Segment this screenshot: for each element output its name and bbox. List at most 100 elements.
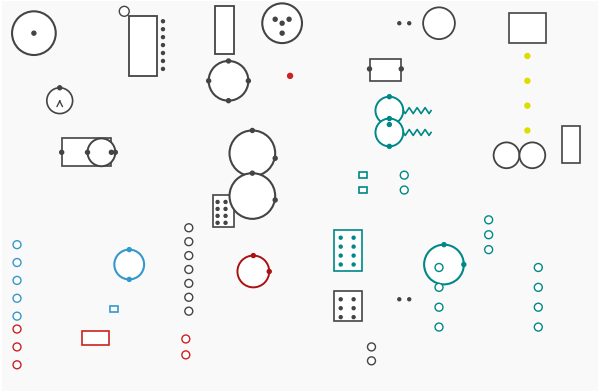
Bar — [82, 331, 109, 345]
Circle shape — [376, 118, 403, 146]
Circle shape — [182, 335, 190, 343]
Circle shape — [267, 269, 271, 274]
Circle shape — [262, 4, 302, 43]
Circle shape — [273, 198, 277, 202]
Circle shape — [399, 67, 403, 71]
Circle shape — [58, 86, 62, 90]
Circle shape — [224, 207, 227, 211]
Circle shape — [535, 323, 542, 331]
Circle shape — [206, 79, 211, 83]
Circle shape — [435, 303, 443, 311]
Circle shape — [352, 245, 355, 248]
Circle shape — [185, 238, 193, 246]
Circle shape — [13, 276, 21, 284]
Circle shape — [280, 21, 284, 25]
Circle shape — [352, 236, 355, 239]
Circle shape — [86, 150, 89, 154]
Circle shape — [250, 129, 254, 132]
Circle shape — [442, 243, 446, 247]
Circle shape — [127, 278, 131, 281]
Circle shape — [352, 298, 355, 301]
Circle shape — [339, 263, 342, 266]
Circle shape — [227, 99, 230, 103]
Circle shape — [13, 325, 21, 333]
Circle shape — [400, 186, 408, 194]
Circle shape — [525, 54, 530, 58]
Circle shape — [47, 88, 73, 114]
Circle shape — [339, 307, 342, 310]
Bar — [212, 195, 235, 227]
Circle shape — [287, 73, 293, 78]
Circle shape — [462, 263, 466, 267]
Circle shape — [485, 216, 493, 224]
Circle shape — [287, 17, 291, 21]
Circle shape — [32, 31, 36, 35]
Circle shape — [230, 131, 275, 176]
Circle shape — [339, 254, 342, 257]
Circle shape — [247, 79, 250, 83]
Bar — [509, 13, 546, 43]
Circle shape — [88, 138, 115, 166]
Circle shape — [525, 78, 530, 83]
Circle shape — [185, 224, 193, 232]
Circle shape — [230, 173, 275, 219]
Circle shape — [494, 142, 520, 168]
Circle shape — [115, 250, 144, 279]
Circle shape — [388, 95, 391, 99]
Circle shape — [525, 103, 530, 108]
Circle shape — [185, 252, 193, 260]
Circle shape — [535, 303, 542, 311]
Circle shape — [161, 36, 164, 39]
Circle shape — [227, 59, 230, 63]
Circle shape — [185, 293, 193, 301]
Bar — [359, 172, 367, 178]
Bar — [334, 291, 362, 321]
Circle shape — [352, 263, 355, 266]
Circle shape — [408, 22, 411, 25]
Circle shape — [216, 221, 219, 224]
Circle shape — [376, 97, 403, 125]
Circle shape — [435, 283, 443, 291]
Circle shape — [398, 298, 401, 301]
Circle shape — [182, 351, 190, 359]
Circle shape — [424, 245, 464, 284]
Bar — [370, 59, 401, 81]
Circle shape — [161, 51, 164, 54]
Circle shape — [185, 307, 193, 315]
Circle shape — [352, 307, 355, 310]
Circle shape — [224, 214, 227, 217]
Circle shape — [368, 343, 376, 351]
Bar — [215, 6, 235, 54]
Circle shape — [525, 128, 530, 133]
Circle shape — [13, 343, 21, 351]
Circle shape — [13, 259, 21, 267]
Circle shape — [485, 246, 493, 254]
Circle shape — [109, 150, 113, 154]
Circle shape — [352, 254, 355, 257]
Circle shape — [13, 312, 21, 320]
Circle shape — [161, 20, 164, 23]
Circle shape — [113, 150, 118, 154]
Circle shape — [13, 241, 21, 249]
Circle shape — [339, 316, 342, 319]
Circle shape — [388, 123, 391, 127]
Circle shape — [368, 357, 376, 365]
Bar — [562, 125, 580, 163]
Circle shape — [273, 156, 277, 160]
Circle shape — [435, 323, 443, 331]
Circle shape — [485, 231, 493, 239]
Circle shape — [119, 6, 129, 16]
Bar — [334, 230, 362, 272]
Circle shape — [339, 298, 342, 301]
Circle shape — [400, 171, 408, 179]
Bar — [62, 138, 112, 166]
Circle shape — [13, 294, 21, 302]
Bar — [359, 187, 367, 193]
Circle shape — [224, 221, 227, 224]
Bar — [129, 16, 157, 76]
Circle shape — [339, 245, 342, 248]
Circle shape — [250, 171, 254, 175]
Circle shape — [280, 31, 284, 35]
Bar — [110, 306, 118, 312]
Circle shape — [224, 200, 227, 203]
